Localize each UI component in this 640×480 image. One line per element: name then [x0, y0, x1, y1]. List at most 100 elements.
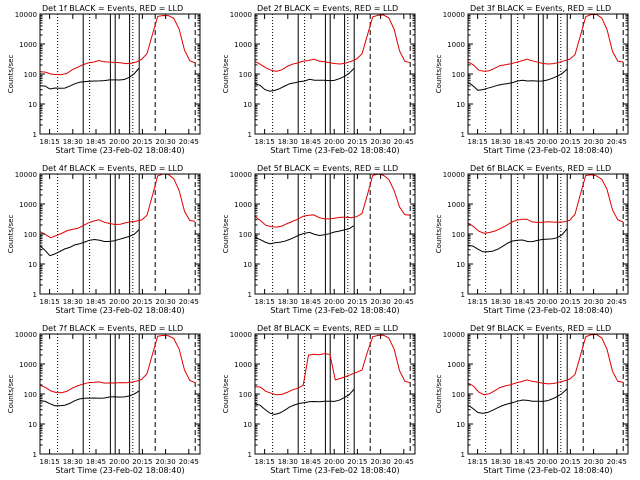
x-tick-label: 18:45: [86, 298, 106, 306]
y-tick-label: 100: [24, 391, 37, 399]
x-tick-label: 18:15: [468, 298, 488, 306]
x-axis-label: Start Time (23-Feb-02 18:08:40): [270, 306, 399, 315]
panel-title: Det 1f BLACK = Events, RED = LLD: [42, 4, 183, 13]
x-tick-label: 18:30: [491, 138, 511, 146]
x-axis-label: Start Time (23-Feb-02 18:08:40): [483, 306, 612, 315]
y-tick-label: 10: [243, 261, 252, 269]
lld-series: [467, 13, 624, 72]
panel-9: Det 9f BLACK = Events, RED = LLD 1 10 100 10…: [435, 324, 629, 475]
x-tick-label: 18:45: [301, 298, 321, 306]
x-tick-label: 18:30: [278, 298, 298, 306]
events-series: [39, 390, 140, 407]
lld-series: [254, 334, 411, 396]
y-axis-label: Counts/sec: [435, 55, 443, 94]
x-tick-label: 20:30: [584, 298, 604, 306]
panel-title: Det 9f BLACK = Events, RED = LLD: [470, 324, 611, 333]
events-series: [39, 229, 140, 257]
x-tick-label: 20:00: [324, 138, 344, 146]
y-tick-label: 1: [33, 131, 37, 139]
y-tick-label: 10: [456, 421, 465, 429]
y-tick-label: 10: [28, 421, 37, 429]
y-tick-label: 100: [24, 231, 37, 239]
x-tick-label: 20:15: [560, 458, 580, 466]
x-tick-label: 20:30: [584, 458, 604, 466]
x-tick-label: 18:15: [255, 138, 275, 146]
x-axis-label: Start Time (23-Feb-02 18:08:40): [55, 466, 184, 475]
x-tick-label: 18:45: [86, 138, 106, 146]
y-tick-label: 1: [33, 451, 37, 459]
y-tick-label: 10000: [15, 331, 37, 339]
plot-frame: [467, 173, 629, 295]
x-tick-label: 20:30: [156, 458, 176, 466]
y-tick-label: 100: [24, 71, 37, 79]
lld-series: [39, 14, 196, 76]
plot-frame: [39, 333, 201, 455]
x-tick-label: 20:30: [584, 138, 604, 146]
plot-frame: [254, 173, 416, 295]
panel-3: Det 3f BLACK = Events, RED = LLD 1 10 100 10…: [435, 4, 629, 155]
y-tick-label: 10000: [443, 11, 465, 19]
panel-title: Det 6f BLACK = Events, RED = LLD: [470, 164, 611, 173]
x-tick-label: 18:15: [255, 298, 275, 306]
x-tick-label: 20:15: [132, 138, 152, 146]
y-tick-label: 10000: [15, 11, 37, 19]
panel-title: Det 5f BLACK = Events, RED = LLD: [257, 164, 398, 173]
panel-8: Det 8f BLACK = Events, RED = LLD 1 10 100 10…: [222, 324, 416, 475]
x-tick-label: 20:45: [394, 138, 414, 146]
x-tick-label: 20:15: [347, 458, 367, 466]
plot-frame: [39, 173, 201, 295]
lld-series: [39, 173, 196, 239]
y-tick-label: 1: [248, 131, 252, 139]
panel-5: Det 5f BLACK = Events, RED = LLD 1 10 100 10…: [222, 164, 416, 315]
y-tick-label: 1: [33, 291, 37, 299]
y-tick-label: 10: [243, 421, 252, 429]
x-tick-label: 20:00: [109, 298, 129, 306]
plot-frame: [467, 333, 629, 455]
x-tick-label: 18:30: [63, 458, 83, 466]
events-series: [467, 228, 568, 253]
x-axis-label: Start Time (23-Feb-02 18:08:40): [55, 146, 184, 155]
lld-series: [254, 14, 411, 72]
x-tick-label: 18:15: [468, 458, 488, 466]
y-tick-label: 100: [239, 231, 252, 239]
y-tick-label: 10000: [230, 11, 252, 19]
x-tick-label: 20:00: [109, 138, 129, 146]
x-tick-label: 18:45: [301, 458, 321, 466]
x-tick-label: 20:00: [324, 458, 344, 466]
y-tick-label: 10: [28, 261, 37, 269]
x-tick-label: 18:45: [514, 298, 534, 306]
y-tick-label: 10: [28, 101, 37, 109]
y-axis-label: Counts/sec: [222, 55, 230, 94]
x-tick-label: 20:45: [179, 298, 199, 306]
y-tick-label: 1000: [234, 201, 252, 209]
x-tick-label: 20:45: [179, 138, 199, 146]
x-tick-label: 20:45: [607, 298, 627, 306]
y-tick-label: 1000: [234, 361, 252, 369]
x-tick-label: 20:15: [347, 138, 367, 146]
x-tick-label: 20:00: [324, 298, 344, 306]
y-tick-label: 1: [248, 291, 252, 299]
y-axis-label: Counts/sec: [7, 55, 15, 94]
x-tick-label: 18:45: [301, 138, 321, 146]
x-tick-label: 18:45: [86, 458, 106, 466]
x-tick-label: 18:30: [278, 458, 298, 466]
x-tick-label: 18:30: [491, 458, 511, 466]
y-tick-label: 10: [456, 101, 465, 109]
x-axis-label: Start Time (23-Feb-02 18:08:40): [483, 466, 612, 475]
x-tick-label: 18:30: [278, 138, 298, 146]
panel-title: Det 4f BLACK = Events, RED = LLD: [42, 164, 183, 173]
y-tick-label: 10: [456, 261, 465, 269]
x-tick-label: 20:00: [537, 138, 557, 146]
x-tick-label: 20:45: [179, 458, 199, 466]
y-tick-label: 1000: [19, 361, 37, 369]
x-tick-label: 20:00: [109, 458, 129, 466]
x-tick-label: 20:00: [537, 458, 557, 466]
y-axis-label: Counts/sec: [7, 215, 15, 254]
x-tick-label: 18:15: [40, 458, 60, 466]
x-tick-label: 20:30: [371, 458, 391, 466]
x-tick-label: 20:30: [156, 298, 176, 306]
x-axis-label: Start Time (23-Feb-02 18:08:40): [270, 146, 399, 155]
y-axis-label: Counts/sec: [435, 215, 443, 254]
y-tick-label: 1000: [447, 41, 465, 49]
